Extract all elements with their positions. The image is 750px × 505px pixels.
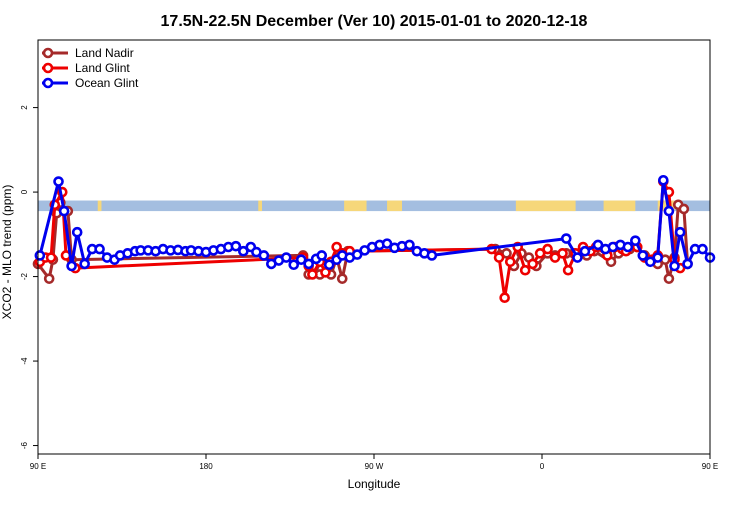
x-axis-ticks: 90 E 180 90 W 0 90 E — [30, 454, 718, 471]
data-point-land-glint — [504, 256, 516, 268]
legend-marker-land-nadir — [42, 47, 54, 59]
legend-marker-ocean-glint — [42, 77, 54, 89]
y-axis-label: XCO2 - MLO trend (ppm) — [0, 185, 14, 320]
series-line-land-glint — [39, 180, 682, 300]
land-band-segment — [657, 200, 675, 212]
land-band-segment — [97, 200, 102, 212]
land-band-segment — [515, 200, 576, 212]
data-point-ocean-glint — [34, 250, 46, 261]
data-point-ocean-glint — [66, 260, 77, 272]
land-band-segment — [258, 200, 262, 212]
data-point-ocean-glint — [79, 258, 90, 270]
data-point-ocean-glint — [94, 243, 105, 255]
data-point-ocean-glint — [637, 250, 649, 261]
y-tick-label: 0 — [20, 189, 29, 194]
y-tick-label: -2 — [20, 272, 29, 280]
data-point-ocean-glint — [53, 176, 64, 187]
data-point-ocean-glint — [295, 254, 307, 265]
legend-label-land-nadir: Land Nadir — [75, 46, 134, 60]
data-point-land-glint — [493, 252, 505, 263]
data-point-ocean-glint — [697, 243, 708, 255]
data-point-ocean-glint — [674, 226, 686, 238]
data-point-ocean-glint — [630, 235, 641, 246]
data-point-ocean-glint — [381, 238, 393, 249]
data-point-ocean-glint — [560, 233, 572, 244]
data-point-land-nadir — [663, 273, 675, 284]
data-point-land-glint — [562, 264, 574, 276]
data-point-ocean-glint — [58, 205, 70, 217]
legend-label-land-glint: Land Glint — [75, 61, 130, 75]
data-point-ocean-glint — [303, 258, 314, 270]
chart-title: 17.5N-22.5N December (Ver 10) 2015-01-01… — [161, 13, 588, 30]
data-point-land-glint — [549, 252, 561, 263]
data-point-ocean-glint — [323, 259, 335, 271]
series-line-land-nadir — [36, 201, 690, 281]
data-point-ocean-glint — [579, 245, 591, 257]
data-point-land-glint — [307, 269, 318, 280]
data-point-ocean-glint — [644, 256, 656, 268]
data-point-ocean-glint — [669, 260, 680, 272]
data-point-ocean-glint — [572, 252, 583, 263]
land-band-segment — [344, 200, 367, 212]
data-point-ocean-glint — [652, 252, 664, 263]
data-point-ocean-glint — [316, 250, 328, 261]
y-tick-label: -6 — [20, 441, 29, 449]
data-point-ocean-glint — [622, 241, 634, 253]
data-point-ocean-glint — [71, 226, 83, 238]
data-point-land-nadir — [43, 273, 55, 284]
data-point-land-glint — [499, 292, 510, 303]
land-band-segment — [603, 200, 636, 212]
data-point-ocean-glint — [658, 174, 669, 186]
data-point-land-glint — [45, 252, 57, 263]
land-ocean-band — [38, 200, 710, 212]
data-point-ocean-glint — [426, 250, 438, 261]
data-point-land-nadir — [501, 248, 512, 259]
data-point-ocean-glint — [351, 249, 363, 260]
x-axis-label: Longitude — [348, 477, 401, 491]
plot-frame — [37, 39, 711, 455]
data-point-land-nadir — [678, 203, 690, 215]
land-band-segment — [387, 200, 402, 212]
x-tick-label: 180 — [199, 462, 213, 471]
data-point-land-glint — [527, 258, 538, 270]
legend-label-ocean-glint: Ocean Glint — [75, 76, 139, 90]
x-tick-label: 0 — [540, 462, 545, 471]
data-point-land-glint — [519, 264, 531, 276]
y-tick-label: 2 — [20, 105, 29, 110]
ocean-band — [38, 200, 710, 212]
y-axis-ticks: 2 0 -2 -4 -6 — [20, 105, 38, 449]
x-tick-label: 90 E — [702, 462, 718, 471]
data-point-ocean-glint — [258, 250, 270, 261]
legend-marker-land-glint — [42, 62, 54, 74]
data-point-ocean-glint — [288, 259, 300, 271]
y-tick-label: -4 — [20, 357, 29, 365]
data-point-land-glint — [331, 241, 342, 253]
data-point-land-nadir — [336, 273, 348, 284]
data-point-ocean-glint — [230, 240, 242, 252]
data-point-ocean-glint — [280, 252, 292, 263]
series-layer — [32, 174, 716, 303]
data-point-ocean-glint — [238, 245, 249, 257]
data-point-ocean-glint — [663, 205, 675, 217]
data-point-ocean-glint — [592, 239, 604, 251]
x-tick-label: 90 W — [365, 462, 384, 471]
data-point-ocean-glint — [404, 239, 415, 251]
data-point-land-glint — [542, 243, 553, 255]
data-point-land-glint — [557, 248, 568, 259]
x-tick-label: 90 E — [30, 462, 46, 471]
data-point-ocean-glint — [682, 258, 693, 270]
data-point-land-glint — [534, 248, 546, 259]
